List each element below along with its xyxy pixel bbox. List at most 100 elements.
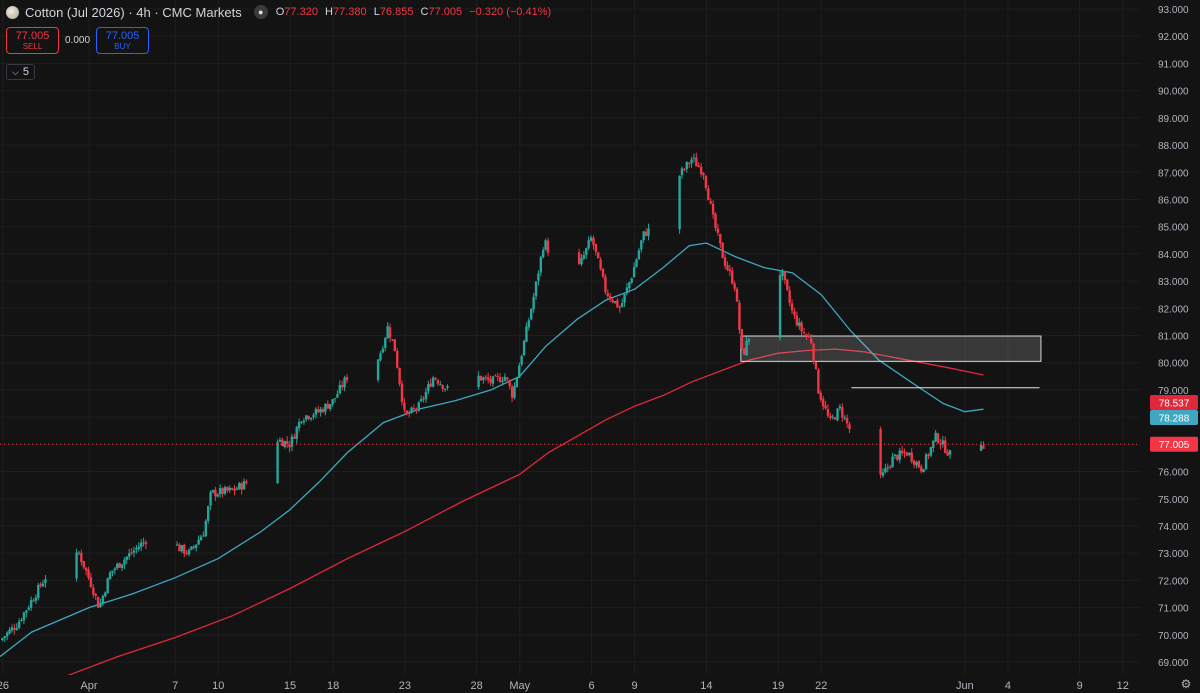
candle-body [223, 487, 227, 494]
candle-body [293, 436, 296, 439]
candle-body [37, 584, 40, 598]
y-tick-label: 91.000 [1158, 59, 1189, 70]
sell-button[interactable]: 77.005 SELL [6, 27, 59, 54]
candle-body [800, 322, 803, 332]
candle-body [685, 162, 688, 169]
indicators-toggle-button[interactable]: ⌵ 5 [6, 64, 35, 80]
candle-body [910, 452, 913, 462]
candle-body [77, 552, 81, 554]
candle-body [96, 596, 100, 608]
candle-body [285, 440, 289, 444]
candle-body [525, 326, 528, 342]
gear-icon[interactable]: ⚙ [1180, 677, 1192, 691]
candle-body [290, 436, 294, 447]
candle-body [934, 432, 937, 442]
candle-body [116, 563, 119, 569]
y-tick-label: 86.000 [1158, 195, 1189, 206]
moving-average-slow [22, 348, 984, 693]
candle-body [202, 535, 205, 537]
y-tick-label: 93.000 [1158, 5, 1189, 16]
candle-body [446, 386, 449, 388]
candle-body [821, 398, 825, 407]
candle-body [833, 417, 837, 420]
candle-body [697, 165, 700, 167]
candle-body [683, 169, 686, 171]
candle-body [644, 231, 648, 236]
candle-body [788, 290, 791, 303]
candle-body [546, 240, 550, 253]
candle-body [99, 602, 102, 608]
x-tick-label: 6 [588, 680, 594, 692]
candle-body [87, 569, 90, 578]
candle-body [704, 175, 708, 188]
high-label: H [325, 6, 333, 18]
candle-body [235, 488, 239, 490]
candle-body [728, 269, 732, 272]
candle-body [630, 278, 633, 283]
x-tick-label: Apr [80, 680, 97, 692]
candle-body [484, 376, 487, 378]
low-value: 76.855 [379, 6, 414, 18]
y-tick-label: 80.000 [1158, 359, 1189, 370]
candle-body [419, 399, 423, 402]
candle-body [494, 375, 497, 377]
candle-body [743, 348, 746, 355]
x-tick-label: 28 [471, 680, 483, 692]
candle-body [625, 287, 629, 294]
candle-body [278, 439, 282, 442]
candle-body [508, 380, 511, 387]
candle-body [843, 417, 846, 419]
candle-body [242, 481, 246, 490]
drawings[interactable] [740, 335, 1042, 389]
candle-body [386, 326, 389, 339]
time-axis[interactable]: 26 Apr 7 10 15 18 23 28 May 6 9 14 19 22 Jun 4 9 12 [0, 675, 1200, 693]
candle-body [424, 391, 428, 400]
candle-body [431, 377, 435, 387]
candle-body [589, 237, 593, 241]
symbol-title[interactable]: Cotton (Jul 2026) · 4h · CMC Markets [25, 4, 242, 20]
x-tick-label: 14 [700, 680, 712, 692]
candle-body [317, 409, 320, 413]
candle-body [180, 545, 184, 552]
high-value: 77.380 [332, 6, 367, 18]
candle-body [197, 539, 200, 545]
price-axis[interactable]: 69.000 70.000 71.000 72.000 73.000 74.000 75.0… [1140, 0, 1200, 693]
price-label-bg [1150, 436, 1198, 452]
y-tick-label: 87.000 [1158, 168, 1189, 179]
candle-body [388, 327, 392, 339]
y-tick-label: 82.000 [1158, 304, 1189, 315]
candle-body [329, 403, 332, 410]
candle-body [185, 552, 188, 554]
candle-body [611, 299, 614, 303]
chart-grid [0, 0, 1140, 675]
candle-body [747, 338, 751, 342]
candle-body [144, 542, 148, 545]
candle-body [226, 487, 229, 491]
candle-body [879, 429, 882, 475]
candle-body [628, 282, 631, 289]
candle-body [635, 259, 638, 267]
candle-body [309, 417, 313, 420]
buy-button[interactable]: 77.005 BUY [96, 27, 150, 54]
candle-body [10, 627, 14, 631]
candle-body [620, 303, 624, 307]
candle-body [132, 550, 136, 553]
y-tick-label: 88.000 [1158, 141, 1189, 152]
rectangle-zone [740, 335, 1042, 362]
candle-body [539, 256, 543, 273]
eye-icon[interactable]: ● [253, 5, 268, 19]
candle-body [577, 252, 581, 265]
candle-body [841, 407, 844, 418]
candle-body [606, 293, 610, 297]
candle-body [276, 442, 279, 484]
sell-label: SELL [22, 42, 43, 51]
candle-body [400, 383, 404, 403]
candle-body [982, 445, 985, 449]
y-tick-label: 75.000 [1158, 495, 1189, 506]
candle-body [513, 386, 516, 398]
y-tick-label: 89.000 [1158, 114, 1189, 125]
candle-body [281, 439, 284, 447]
candle-body [15, 627, 18, 630]
candle-body [793, 311, 796, 316]
